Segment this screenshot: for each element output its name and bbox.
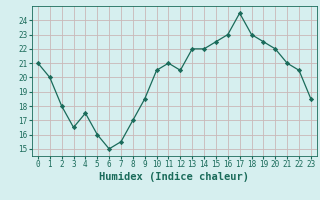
X-axis label: Humidex (Indice chaleur): Humidex (Indice chaleur)	[100, 172, 249, 182]
